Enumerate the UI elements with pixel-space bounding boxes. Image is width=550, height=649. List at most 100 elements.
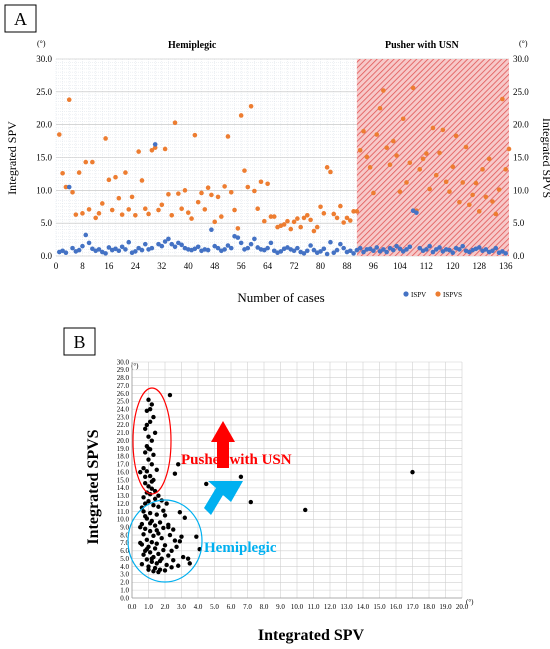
ispvs-point <box>430 125 436 131</box>
ispv-point <box>467 249 472 255</box>
x-tick: 18.0 <box>423 603 436 611</box>
ispv-point <box>228 245 234 251</box>
ispvs-point <box>453 133 459 139</box>
ispv-point <box>493 245 499 251</box>
ispvs-point <box>463 144 469 150</box>
ispvs-point <box>268 214 274 219</box>
y-tick: 6.0 <box>120 547 129 555</box>
scatter-point <box>138 540 143 546</box>
scatter-point <box>141 509 146 514</box>
ispvs-point <box>152 145 158 150</box>
ispvs-point <box>172 120 178 125</box>
ispv-point <box>377 249 383 254</box>
ispv-point <box>136 245 141 251</box>
x-tick: 6.0 <box>227 603 236 611</box>
ispv-point <box>357 245 363 251</box>
ispv-point <box>212 243 218 249</box>
ispvs-point <box>480 167 485 172</box>
scatter-point <box>157 558 163 564</box>
y-tick: 9.0 <box>120 524 129 532</box>
ispv-point <box>381 247 386 252</box>
ispv-point <box>252 236 257 242</box>
ispvs-point <box>493 211 499 217</box>
ispv-point <box>311 247 317 253</box>
scatter-point <box>147 510 153 516</box>
ispv-point <box>394 243 399 249</box>
ispvs-point <box>76 170 82 175</box>
ispv-point <box>80 243 85 249</box>
scatter-point <box>152 546 158 551</box>
ispvs-point <box>483 194 489 200</box>
hemiplegic-cluster-ellipse <box>127 499 203 583</box>
ispv-point <box>338 241 343 247</box>
y-tick-left: 15.0 <box>36 153 52 163</box>
scatter-point <box>179 534 184 539</box>
x-tick: 7.0 <box>243 603 252 611</box>
x-tick: 56 <box>237 261 247 271</box>
panel-a-label: A <box>14 9 27 29</box>
y-tick: 17.0 <box>117 461 130 469</box>
ispvs-point <box>394 153 399 158</box>
x-tick: 80 <box>316 261 326 271</box>
ispvs-point <box>258 179 264 185</box>
ispv-point <box>162 239 168 244</box>
y-tick: 12.0 <box>117 500 130 508</box>
scatter-point <box>147 550 153 555</box>
ispvs-point <box>357 147 363 153</box>
scatter-point <box>162 513 168 518</box>
ispv-point <box>166 236 171 242</box>
ispvs-point <box>285 218 290 224</box>
ispvs-point <box>189 216 194 221</box>
scatter-point <box>177 510 183 515</box>
scatter-point <box>151 502 156 508</box>
scatter-point <box>174 544 179 550</box>
ispv-point <box>176 240 181 246</box>
ispvs-point <box>222 184 227 189</box>
ispvs-point <box>159 202 165 208</box>
scatter-point <box>176 462 181 467</box>
ispv-point <box>123 247 128 252</box>
scatter-point <box>147 407 153 412</box>
ispvs-point <box>166 191 171 197</box>
ispv-point <box>321 246 327 252</box>
ispv-point <box>457 247 462 252</box>
scatter-point <box>146 446 151 451</box>
ispvs-point <box>496 187 502 192</box>
section-label-hemiplegic: Hemiplegic <box>168 40 217 51</box>
ispvs-point <box>185 210 191 215</box>
ispv-point <box>397 246 403 252</box>
scatter-point <box>138 469 143 475</box>
x-tick: 72 <box>290 261 299 271</box>
scatter-point <box>303 507 308 513</box>
ispvs-point <box>133 212 138 218</box>
ispvs-point <box>347 218 353 223</box>
ispv-point <box>304 248 310 254</box>
ispvs-point <box>440 127 446 133</box>
ispvs-point <box>407 160 413 166</box>
scatter-point <box>149 438 154 443</box>
ispvs-point <box>457 199 462 205</box>
scatter-point <box>147 521 153 526</box>
x-tick: 5.0 <box>210 603 219 611</box>
x-tick: 2.0 <box>161 603 170 611</box>
ispvs-point <box>232 207 237 213</box>
ispvs-point <box>374 132 380 137</box>
scatter-point <box>141 552 146 557</box>
scatter-point <box>141 495 146 500</box>
y-tick: 30.0 <box>117 358 130 366</box>
ispvs-point <box>424 151 429 156</box>
ispvs-point <box>228 190 234 195</box>
scatter-point <box>146 564 151 569</box>
ispvs-point <box>83 159 89 165</box>
ispv-point <box>255 245 261 250</box>
ispvs-point <box>238 113 244 118</box>
scatter-point <box>185 556 191 561</box>
ispvs-point <box>205 185 211 191</box>
ispv-point <box>301 251 307 256</box>
ispvs-point <box>242 168 247 173</box>
panel-b-ticks: 0.01.02.03.04.05.06.07.08.09.010.011.012… <box>117 358 469 611</box>
ispv-point <box>390 247 396 253</box>
panel-b-grid <box>131 361 463 599</box>
scatter-point <box>156 551 161 557</box>
ispv-point <box>430 249 436 255</box>
